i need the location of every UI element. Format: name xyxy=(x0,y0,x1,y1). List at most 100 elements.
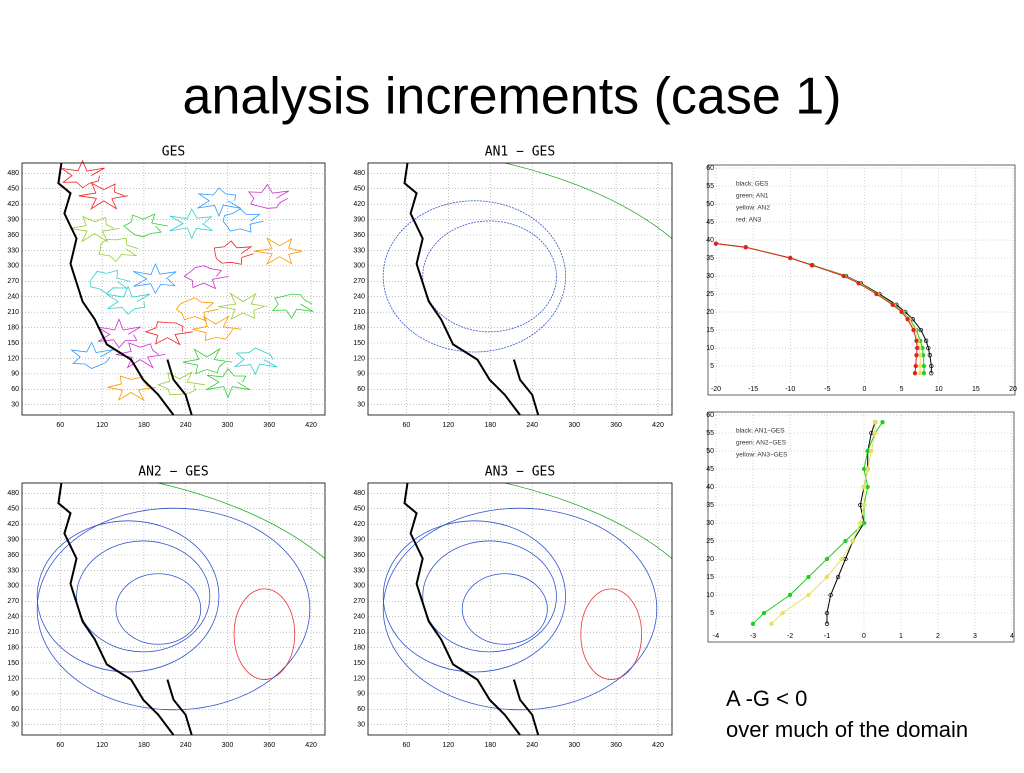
y-tick-label: 330 xyxy=(7,247,19,254)
y-tick-label: 60 xyxy=(11,386,19,393)
x-tick-label: 300 xyxy=(222,422,234,429)
y-tick-label: 420 xyxy=(353,201,365,208)
x-tick-label: 60 xyxy=(403,742,411,749)
contour xyxy=(36,507,311,711)
data-point xyxy=(915,345,920,351)
data-point xyxy=(780,610,785,616)
x-tick-label: -1 xyxy=(824,633,830,640)
x-tick-label: 120 xyxy=(96,742,108,749)
data-point xyxy=(874,291,879,297)
data-point xyxy=(861,520,867,526)
y-tick-label: 55 xyxy=(706,183,714,190)
y-tick-label: 210 xyxy=(7,309,19,316)
y-tick-label: 270 xyxy=(353,598,365,605)
x-tick-label: 2 xyxy=(936,633,940,640)
contour xyxy=(206,368,251,399)
series-line xyxy=(715,243,921,374)
slide-title: analysis increments (case 1) xyxy=(183,68,842,126)
data-point xyxy=(921,363,927,369)
data-point xyxy=(713,241,719,246)
y-tick-label: 5 xyxy=(710,610,714,617)
contour xyxy=(382,507,658,711)
x-tick-label: 0 xyxy=(863,386,867,393)
data-point xyxy=(828,592,833,598)
contour xyxy=(192,315,242,341)
data-point xyxy=(918,363,923,369)
data-point xyxy=(861,484,867,490)
y-tick-label: 390 xyxy=(353,536,365,543)
y-tick-label: 300 xyxy=(353,263,365,270)
contour xyxy=(254,237,303,266)
contour xyxy=(197,187,242,217)
x-tick-label: -15 xyxy=(748,386,758,393)
contour xyxy=(133,262,177,295)
y-tick-label: 420 xyxy=(7,201,19,208)
y-tick-label: 180 xyxy=(353,324,365,331)
contour xyxy=(70,341,114,369)
data-point xyxy=(872,420,878,425)
legend-entry: green: AN2−GES xyxy=(736,440,787,447)
y-tick-label: 10 xyxy=(706,345,714,352)
y-tick-label: 15 xyxy=(706,574,714,581)
x-tick-label: 300 xyxy=(222,742,234,749)
y-tick-label: 60 xyxy=(706,165,714,172)
y-tick-label: 30 xyxy=(357,402,365,409)
contour xyxy=(222,208,264,233)
data-point xyxy=(806,574,811,580)
x-tick-label: 420 xyxy=(305,422,317,429)
y-tick-label: 5 xyxy=(710,363,714,370)
data-point xyxy=(926,345,931,351)
y-tick-label: 150 xyxy=(353,660,365,667)
data-point xyxy=(927,353,932,358)
data-point xyxy=(809,263,814,268)
y-tick-label: 60 xyxy=(357,386,365,393)
y-tick-label: 150 xyxy=(353,340,365,347)
y-tick-label: 15 xyxy=(706,327,714,334)
y-tick-label: 210 xyxy=(353,309,365,316)
y-tick-label: 480 xyxy=(7,490,19,497)
x-tick-label: 5 xyxy=(900,386,904,393)
data-point xyxy=(921,371,927,376)
contour xyxy=(461,573,548,645)
contour xyxy=(504,162,673,239)
series-line xyxy=(715,243,918,374)
y-tick-label: 50 xyxy=(706,448,714,455)
x-tick-label: 240 xyxy=(180,742,192,749)
x-tick-label: 180 xyxy=(484,742,496,749)
contour xyxy=(76,540,211,653)
data-point xyxy=(835,574,841,580)
contour xyxy=(382,200,567,353)
y-tick-label: 210 xyxy=(353,629,365,636)
x-tick-label: 120 xyxy=(96,422,108,429)
data-point xyxy=(918,327,924,333)
y-tick-label: 180 xyxy=(7,324,19,331)
y-tick-label: 40 xyxy=(706,484,714,491)
data-point xyxy=(850,538,856,544)
y-tick-label: 45 xyxy=(706,219,714,226)
y-tick-label: 35 xyxy=(706,255,714,262)
contour xyxy=(422,540,557,653)
data-point xyxy=(750,621,756,626)
contour xyxy=(61,159,105,189)
coastline xyxy=(512,359,540,416)
map-frame xyxy=(21,162,326,416)
coastline xyxy=(403,482,521,736)
y-tick-label: 240 xyxy=(7,614,19,621)
y-tick-label: 360 xyxy=(353,232,365,239)
y-tick-label: 30 xyxy=(11,402,19,409)
contour xyxy=(36,520,220,673)
x-tick-label: 60 xyxy=(403,422,411,429)
x-tick-label: 360 xyxy=(610,422,622,429)
data-point xyxy=(929,363,934,369)
data-point xyxy=(911,327,916,333)
coastline xyxy=(57,162,175,416)
y-tick-label: 360 xyxy=(353,552,365,559)
legend-entry: green: AN1 xyxy=(736,193,769,200)
contour xyxy=(580,588,642,680)
data-point xyxy=(914,338,919,343)
contour xyxy=(218,292,268,320)
y-tick-label: 90 xyxy=(11,371,19,378)
data-point xyxy=(787,592,793,598)
data-point xyxy=(861,466,867,472)
y-tick-label: 50 xyxy=(706,201,714,208)
